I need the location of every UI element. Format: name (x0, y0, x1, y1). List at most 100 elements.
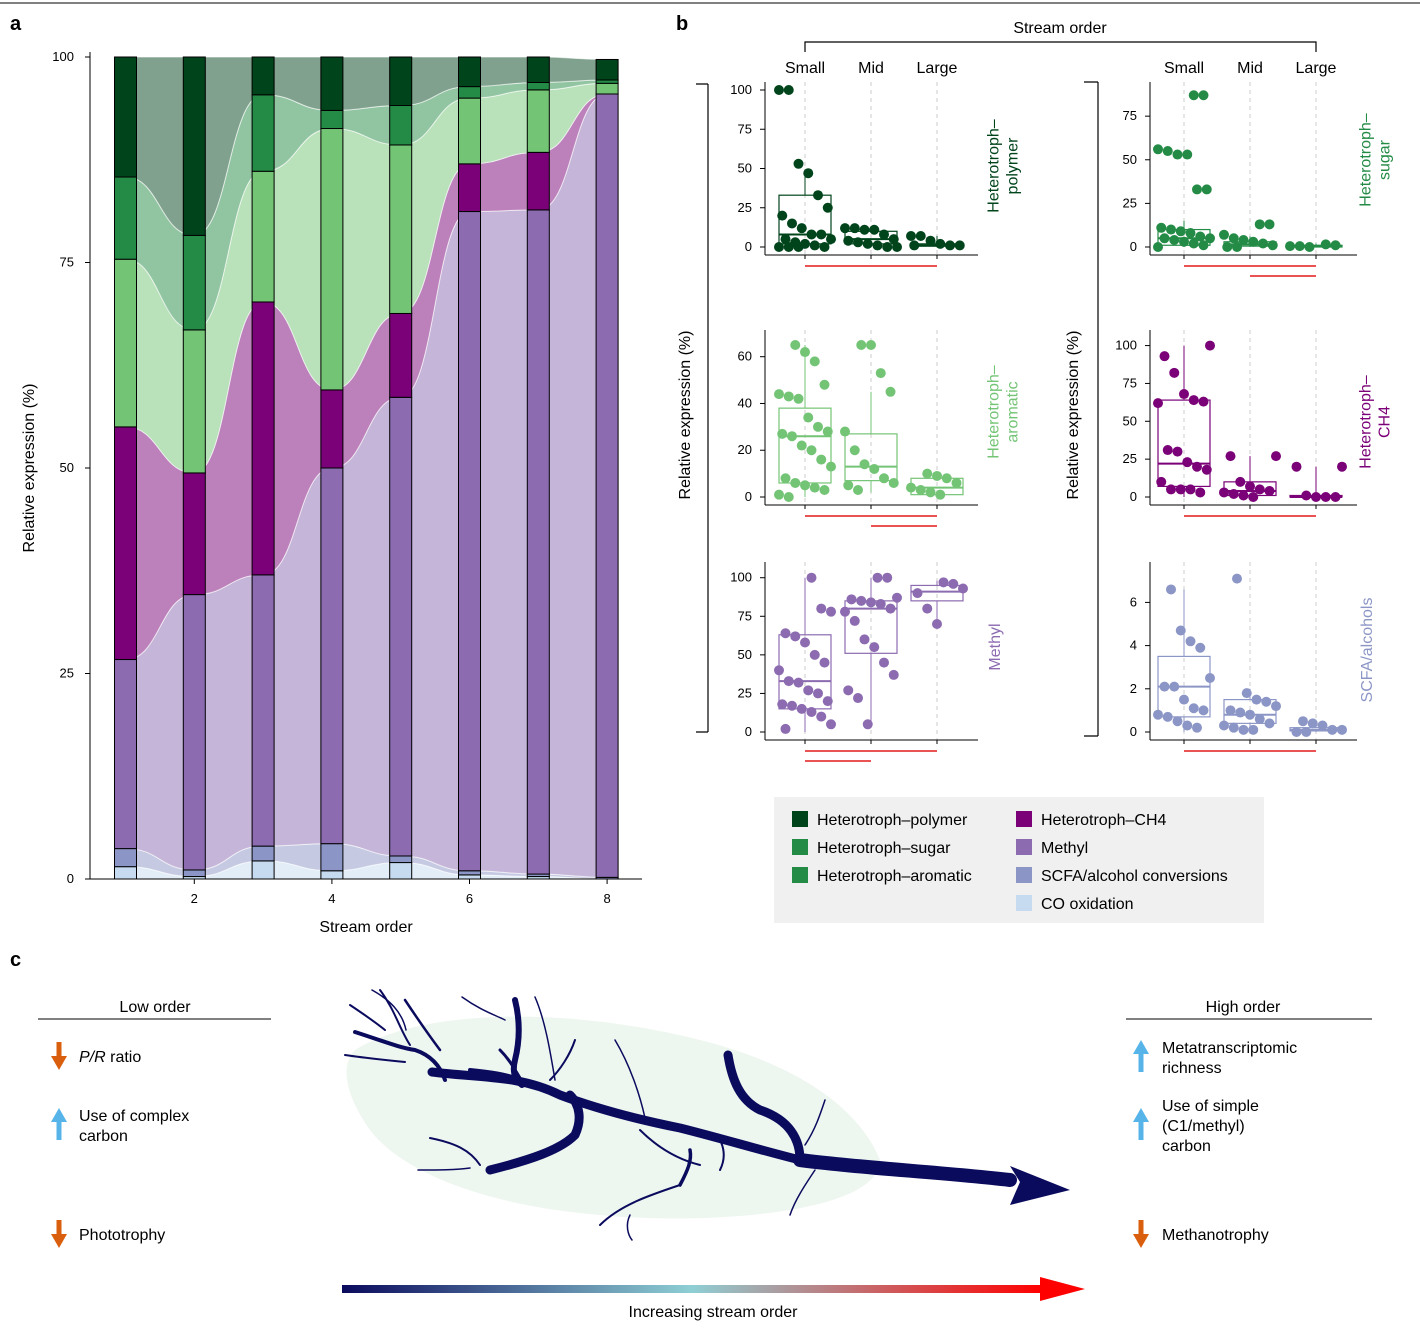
data-point (806, 572, 817, 583)
data-point (1205, 673, 1215, 683)
data-point (813, 421, 823, 432)
data-point (793, 677, 804, 688)
legend-label: Heterotroph–sugar (817, 840, 951, 857)
y-tick-label: 0 (745, 489, 752, 504)
data-point (822, 696, 833, 707)
data-point (1294, 241, 1305, 252)
data-point (932, 470, 942, 481)
data-point (1219, 487, 1229, 498)
y-tick-label: 60 (738, 349, 752, 364)
data-point (1235, 476, 1246, 487)
data-point (783, 85, 794, 95)
y-tick-label: 25 (738, 685, 752, 700)
data-point (1172, 149, 1183, 160)
data-point (787, 218, 797, 229)
data-point (774, 489, 784, 500)
data-point (941, 473, 952, 484)
data-point (819, 379, 830, 390)
bar-segment (320, 870, 344, 880)
subplot-label-line-1: Heterotroph– (985, 119, 1002, 212)
bar-segment (182, 234, 206, 331)
y-tick-label: 0 (1130, 489, 1137, 504)
legend-swatch (1016, 839, 1032, 855)
data-point (869, 224, 880, 235)
bar-segment (458, 874, 481, 880)
data-point (1185, 636, 1196, 647)
y-tick-label: 0 (745, 724, 752, 739)
watershed-shape (346, 1016, 880, 1219)
y-tick-label: 0 (1130, 239, 1137, 254)
category-label-mid: Mid (1237, 60, 1263, 77)
arrow-down-icon (51, 1042, 67, 1070)
pr-ratio-rest: ratio (106, 1049, 142, 1066)
legend-label: Methyl (1041, 840, 1088, 857)
subplot-label-line-1: Heterotroph– (985, 365, 1002, 458)
richness-line-2: richness (1162, 1060, 1222, 1077)
bar-segment (526, 151, 550, 211)
subplot-label-line-2: aromatic (1005, 381, 1022, 442)
data-point (932, 619, 942, 629)
data-point (935, 489, 946, 500)
data-point (1205, 233, 1215, 244)
data-point (813, 688, 823, 699)
panel-b-title-bracket (804, 41, 1317, 52)
data-point (1185, 228, 1196, 239)
data-point (826, 234, 836, 245)
bar-segment (595, 82, 619, 95)
data-point (1198, 90, 1209, 101)
data-point (1153, 709, 1163, 720)
data-point (1169, 235, 1180, 246)
data-point (840, 606, 850, 617)
data-point (909, 240, 920, 251)
data-point (1162, 711, 1173, 722)
bar-segment (320, 109, 344, 130)
data-point (862, 238, 873, 249)
bar-segment (458, 97, 481, 165)
low-item-phototrophy: Phototrophy (51, 1220, 165, 1248)
data-point (853, 693, 863, 704)
data-point (1330, 492, 1341, 502)
data-point (774, 389, 784, 400)
data-point (793, 158, 804, 169)
data-point (1159, 681, 1170, 692)
bar-segment (114, 176, 137, 260)
y-tick-label: 100 (1115, 338, 1137, 353)
panel-a-letter: a (10, 13, 22, 35)
data-point (859, 634, 870, 645)
y-tick-label: 100 (52, 49, 74, 64)
data-point (849, 223, 860, 234)
data-point (783, 492, 794, 502)
data-point (1271, 701, 1281, 712)
data-point (1285, 241, 1295, 252)
data-point (1238, 235, 1249, 246)
y-tick-label: 100 (730, 570, 752, 585)
data-point (806, 229, 817, 240)
data-point (806, 706, 817, 717)
legend: Heterotroph–polymer Heterotroph–sugar Hete… (774, 797, 1264, 923)
data-point (1245, 709, 1255, 720)
data-point (1225, 705, 1236, 716)
data-point (1301, 727, 1312, 737)
subplot-label: Heterotroph– CH4 (1357, 375, 1393, 468)
y-tick-label: 75 (1123, 375, 1137, 390)
bar-segment (114, 258, 137, 428)
data-point (1232, 242, 1242, 252)
data-point (803, 685, 814, 696)
data-point (879, 657, 889, 668)
legend-swatch (792, 811, 808, 827)
data-point (915, 231, 926, 242)
subplot-label: Methyl (987, 623, 1004, 670)
data-point (925, 487, 936, 498)
data-point (912, 588, 923, 599)
data-point (866, 597, 876, 608)
data-point (1166, 584, 1176, 595)
data-point (1301, 490, 1312, 501)
data-point (1162, 146, 1173, 157)
y-tick-label: 0 (745, 239, 752, 254)
panel-b-letter: b (676, 13, 688, 35)
data-point (1179, 389, 1189, 400)
river-network-illustration (344, 989, 1070, 1241)
legend-swatch (792, 839, 808, 855)
data-point (1271, 451, 1281, 462)
bar-segment (595, 58, 619, 81)
